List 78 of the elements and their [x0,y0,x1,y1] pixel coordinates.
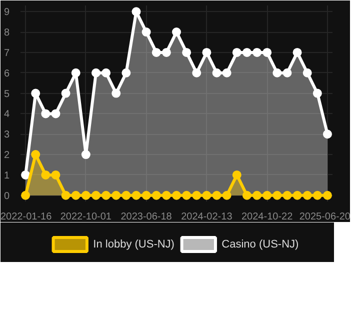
y-tick-label: 6 [4,68,10,80]
point [212,190,222,200]
point [162,48,171,57]
point [142,28,151,37]
point [152,48,161,57]
point [272,68,282,78]
y-tick-label: 3 [4,130,10,141]
point [262,48,272,57]
point [182,190,192,200]
point [182,48,192,57]
y-tick-label: 7 [4,48,10,59]
point [232,170,242,180]
point [212,68,222,78]
point [322,190,332,200]
point [172,190,181,200]
legend-label: In lobby (US-NJ) [93,238,174,250]
x-tick-label: 2024-02-13 [181,212,233,222]
point [252,48,262,57]
point [51,109,60,118]
point [202,190,212,200]
point [91,68,100,78]
point [192,68,202,78]
point [282,190,292,200]
point [71,68,80,78]
point [312,88,322,98]
point [91,190,100,200]
point [172,28,181,37]
legend-label: Casino (US-NJ) [222,238,299,250]
y-tick-label: 8 [4,28,10,39]
x-tick-label: 2022-01-16 [0,212,52,222]
y-tick-label: 9 [4,7,10,18]
point [41,109,50,118]
point [81,190,90,200]
point [242,190,252,200]
point [61,88,70,98]
x-tick-label: 2023-06-18 [120,212,172,222]
point [312,190,322,200]
y-tick-label: 4 [4,109,10,120]
point [292,48,302,57]
point [41,170,50,180]
point [202,48,212,57]
point [242,48,252,57]
y-tick-label: 0 [4,190,10,202]
point [302,190,312,200]
point [132,190,141,200]
point [192,190,202,200]
point [31,150,40,160]
point [222,68,232,78]
point [322,130,332,139]
x-tick-label: 2022-10-01 [60,212,112,222]
point [302,68,312,78]
point [122,68,131,78]
point [132,7,141,16]
point [81,150,90,160]
point [292,190,302,200]
point [21,170,30,180]
point [282,68,292,78]
x-tick-label: 2025-06-20 [299,212,351,222]
point [142,190,151,200]
point [21,190,30,200]
point [102,68,111,78]
point [102,190,111,200]
point [31,88,40,98]
point [112,88,121,98]
point [232,48,242,57]
point [272,190,282,200]
point [252,190,262,200]
y-tick-label: 2 [4,150,10,162]
y-tick-label: 5 [4,88,10,100]
point [222,190,232,200]
y-tick-label: 1 [4,170,10,182]
x-tick-label: 2024-10-22 [242,212,294,222]
point [162,190,171,200]
point [112,190,121,200]
point [51,170,60,180]
point [71,190,80,200]
point [262,190,272,200]
point [152,190,161,200]
